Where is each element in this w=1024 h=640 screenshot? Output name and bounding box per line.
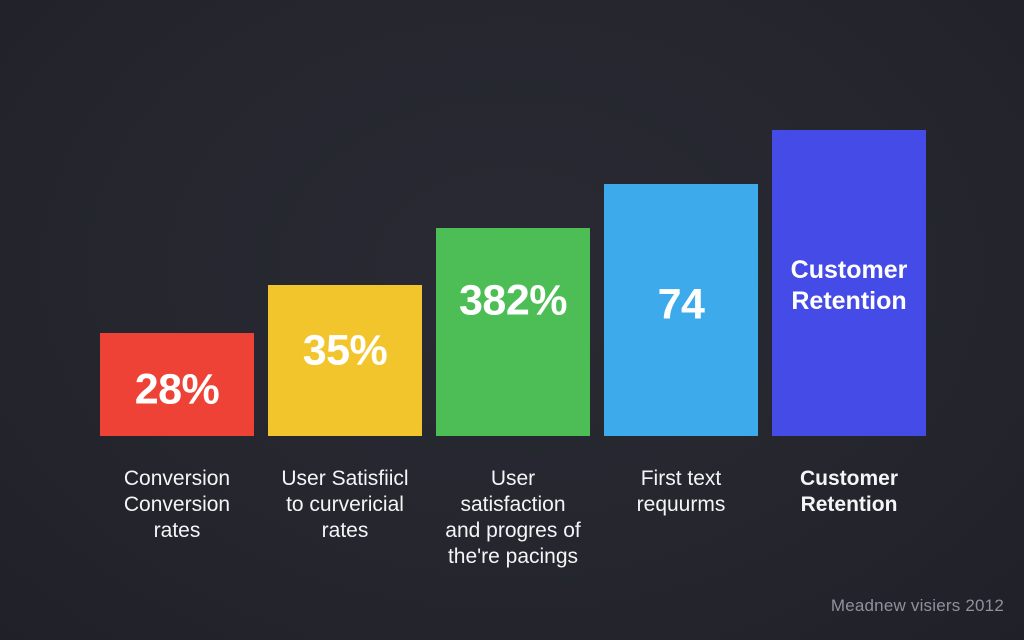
bar-chart: 28% 35% 382% 74 Customer Retention xyxy=(100,0,926,436)
category-label-4: First text requurms xyxy=(636,467,726,516)
bar-value-2: 35% xyxy=(302,326,388,375)
category-labels: Conversion Conversion rates User Satisfiicl… xyxy=(100,466,926,570)
bar-5: Customer Retention xyxy=(772,130,926,436)
bar-4: 74 xyxy=(604,184,758,436)
bar-value-4: 74 xyxy=(657,280,705,329)
category-label-1: Conversion Conversion rates xyxy=(123,467,231,542)
bar-value-1: 28% xyxy=(134,365,220,414)
footer-caption: Meadnew visiers 2012 xyxy=(830,596,1004,615)
category-label-3: User satisfaction and progres of the're pa… xyxy=(445,467,581,568)
bar-value-3: 382% xyxy=(459,276,567,325)
category-label-5: Customer Retention xyxy=(799,467,899,516)
bar-1: 28% xyxy=(100,333,254,436)
bar-value-5: Customer Retention xyxy=(790,256,908,316)
category-label-2: User Satisfiicl to curvericial rates xyxy=(281,467,409,542)
bar-2: 35% xyxy=(268,285,422,436)
bar-3: 382% xyxy=(436,228,590,436)
